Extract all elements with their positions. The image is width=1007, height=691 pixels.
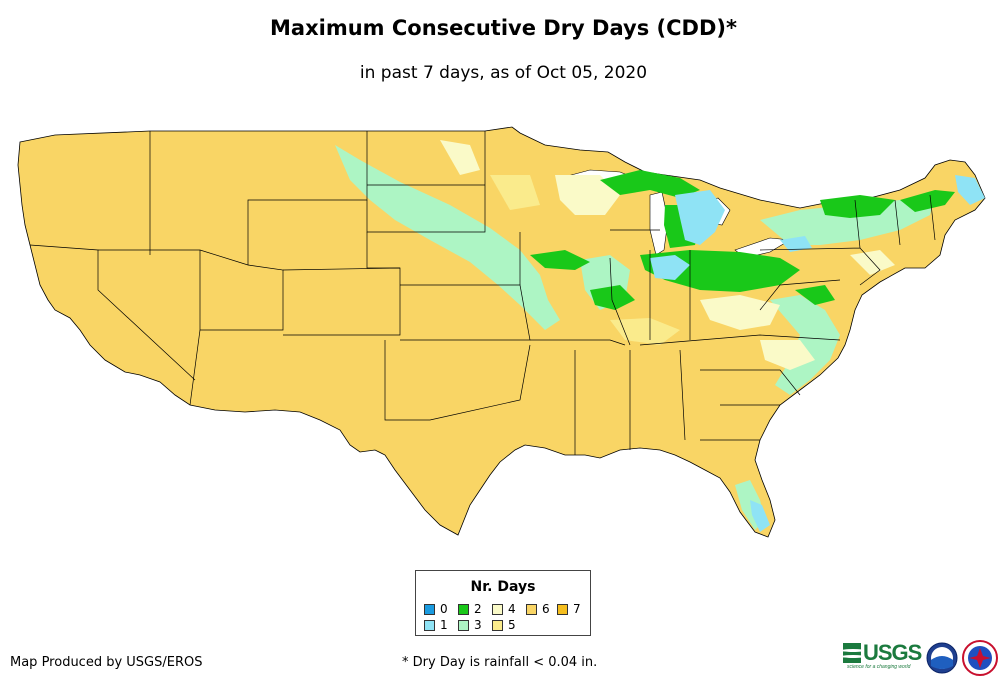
- legend-label: 6: [542, 602, 550, 616]
- legend-label: 3: [474, 618, 482, 632]
- legend-swatch: [424, 619, 435, 631]
- class-4-regions: [440, 140, 895, 370]
- usgs-logo: USGS: [843, 640, 922, 665]
- legend-label: 4: [508, 602, 516, 616]
- noaa-logo: [926, 642, 958, 674]
- legend-item-0: 0: [424, 602, 448, 616]
- legend-label: 7: [573, 602, 581, 616]
- legend: Nr. Days 0 1 2 3 4 5 6 7: [415, 570, 591, 636]
- footnote: * Dry Day is rainfall < 0.04 in.: [402, 655, 598, 670]
- legend-item-6: 6: [526, 602, 550, 616]
- state-borders: [29, 131, 936, 455]
- usgs-tagline: science for a changing world: [847, 664, 911, 670]
- legend-label: 0: [440, 602, 448, 616]
- class-1-regions: [650, 175, 985, 532]
- usgs-wave-icon: [843, 643, 861, 663]
- legend-item-4: 4: [492, 602, 516, 616]
- legend-swatch: [492, 603, 503, 615]
- map-subtitle: in past 7 days, as of Oct 05, 2020: [359, 63, 648, 83]
- legend-title: Nr. Days: [470, 579, 536, 595]
- legend-item-3: 3: [458, 618, 482, 632]
- legend-swatch: [458, 603, 469, 615]
- nws-logo: [962, 640, 998, 676]
- us-cdd-map: [17, 126, 986, 538]
- legend-swatch: [526, 603, 537, 615]
- legend-swatch: [458, 619, 469, 631]
- usgs-logo-text: USGS: [863, 640, 922, 665]
- legend-label: 1: [440, 618, 448, 632]
- map-title: Maximum Consecutive Dry Days (CDD)*: [270, 16, 737, 40]
- legend-item-7: 7: [557, 602, 581, 616]
- legend-swatch: [557, 603, 568, 615]
- legend-item-5: 5: [492, 618, 516, 632]
- legend-item-1: 1: [424, 618, 448, 632]
- legend-swatch: [424, 603, 435, 615]
- legend-item-2: 2: [458, 602, 482, 616]
- legend-swatch: [492, 619, 503, 631]
- map-credit: Map Produced by USGS/EROS: [10, 655, 203, 670]
- legend-label: 2: [474, 602, 482, 616]
- legend-label: 5: [508, 618, 516, 632]
